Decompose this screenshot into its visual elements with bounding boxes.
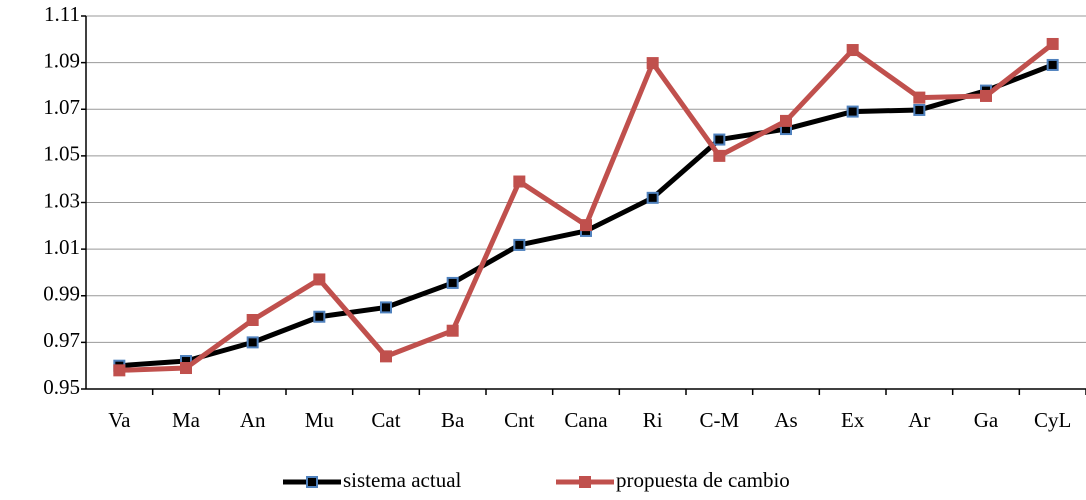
x-tick-label: Ar <box>908 408 930 432</box>
series-line <box>119 42 1055 373</box>
legend-marker <box>306 476 318 488</box>
marker <box>246 313 259 326</box>
marker <box>446 276 459 289</box>
marker <box>513 175 526 188</box>
marker <box>913 103 926 116</box>
legend-label: propuesta de cambio <box>616 468 790 492</box>
marker <box>913 91 926 104</box>
legend-label: sistema actual <box>343 468 462 492</box>
marker <box>513 238 526 251</box>
y-tick-label: 1.05 <box>43 142 80 166</box>
y-tick-label: 0.97 <box>43 328 80 352</box>
marker <box>1046 37 1059 50</box>
marker <box>380 301 392 314</box>
legend-marker <box>579 476 591 488</box>
marker <box>1046 58 1059 71</box>
marker <box>446 324 459 337</box>
x-tick-label: CyL <box>1034 408 1071 432</box>
marker <box>846 44 859 57</box>
y-tick-label: 1.01 <box>43 235 80 259</box>
y-tick-label: 1.07 <box>43 95 80 119</box>
y-tick-label: 0.99 <box>43 282 80 306</box>
marker <box>580 219 592 232</box>
x-tick-label: Cat <box>371 408 400 432</box>
marker <box>180 362 192 375</box>
marker <box>713 149 726 162</box>
x-tick-label: Ga <box>974 408 999 432</box>
y-tick-label: 1.03 <box>43 188 80 212</box>
x-tick-label: Mu <box>305 408 335 432</box>
series-line <box>119 62 1054 369</box>
marker <box>313 310 326 323</box>
x-tick-label: C-M <box>699 408 739 432</box>
marker <box>780 114 792 127</box>
marker <box>380 350 392 363</box>
marker <box>113 364 126 377</box>
marker <box>646 191 659 204</box>
marker <box>846 105 859 118</box>
x-tick-label: Ri <box>643 408 663 432</box>
marker <box>313 273 326 286</box>
x-tick-label: Ex <box>841 408 865 432</box>
marker <box>646 57 659 70</box>
marker <box>246 336 259 349</box>
marker <box>713 133 726 146</box>
y-tick-label: 1.11 <box>44 2 80 26</box>
x-tick-label: Ma <box>172 408 201 432</box>
marker <box>980 89 992 102</box>
y-tick-label: 1.09 <box>43 48 80 72</box>
x-tick-label: Cana <box>564 408 608 432</box>
x-tick-label: Ba <box>441 408 465 432</box>
y-tick-label: 0.95 <box>43 375 80 399</box>
x-tick-label: As <box>774 408 797 432</box>
x-tick-label: Va <box>108 408 131 432</box>
x-tick-label: Cnt <box>504 408 535 432</box>
x-tick-label: An <box>240 408 266 432</box>
